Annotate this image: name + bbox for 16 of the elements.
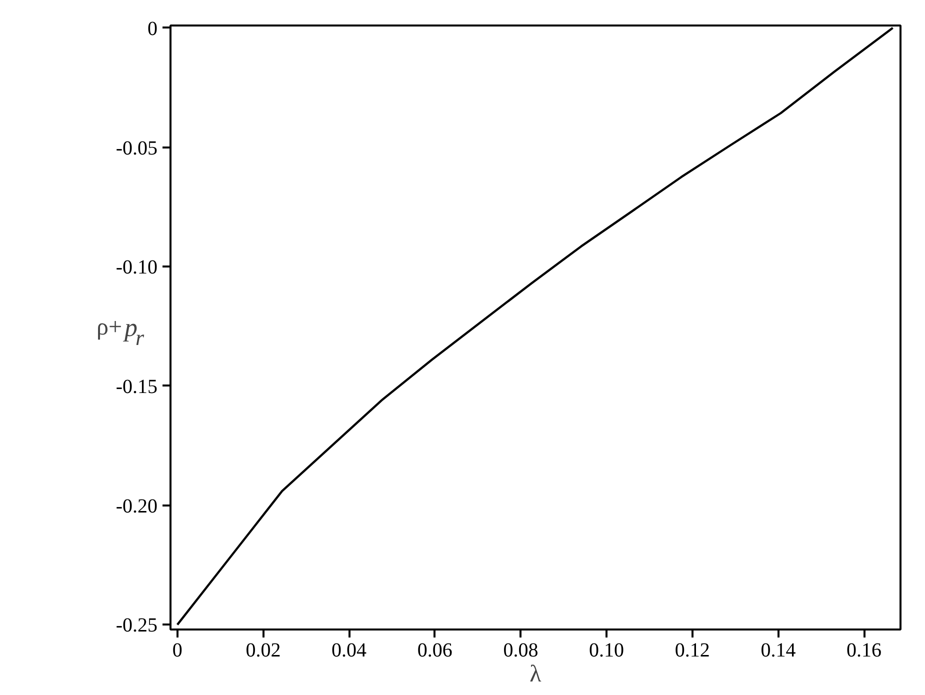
x-tick-label: 0.14 xyxy=(760,640,796,662)
y-tick-label: -0.10 xyxy=(116,256,158,279)
y-tick-label: -0.05 xyxy=(116,137,158,160)
x-tick-label: 0.10 xyxy=(589,640,624,662)
x-tick-label: 0.02 xyxy=(246,640,281,662)
x-tick-label: 0.04 xyxy=(332,640,367,662)
x-tick-label: 0.12 xyxy=(674,640,710,662)
y-tick-label: -0.25 xyxy=(116,614,158,637)
x-axis-title: λ xyxy=(530,662,542,688)
y-tick-label: -0.20 xyxy=(116,495,158,518)
x-tick-label: 0.16 xyxy=(846,640,882,662)
y-tick-label: -0.15 xyxy=(116,376,158,398)
y-tick-label: 0 xyxy=(148,18,158,40)
x-tick-label: 0.06 xyxy=(417,640,452,662)
x-tick-label: 0 xyxy=(172,640,182,662)
x-tick-label: 0.08 xyxy=(503,640,538,662)
